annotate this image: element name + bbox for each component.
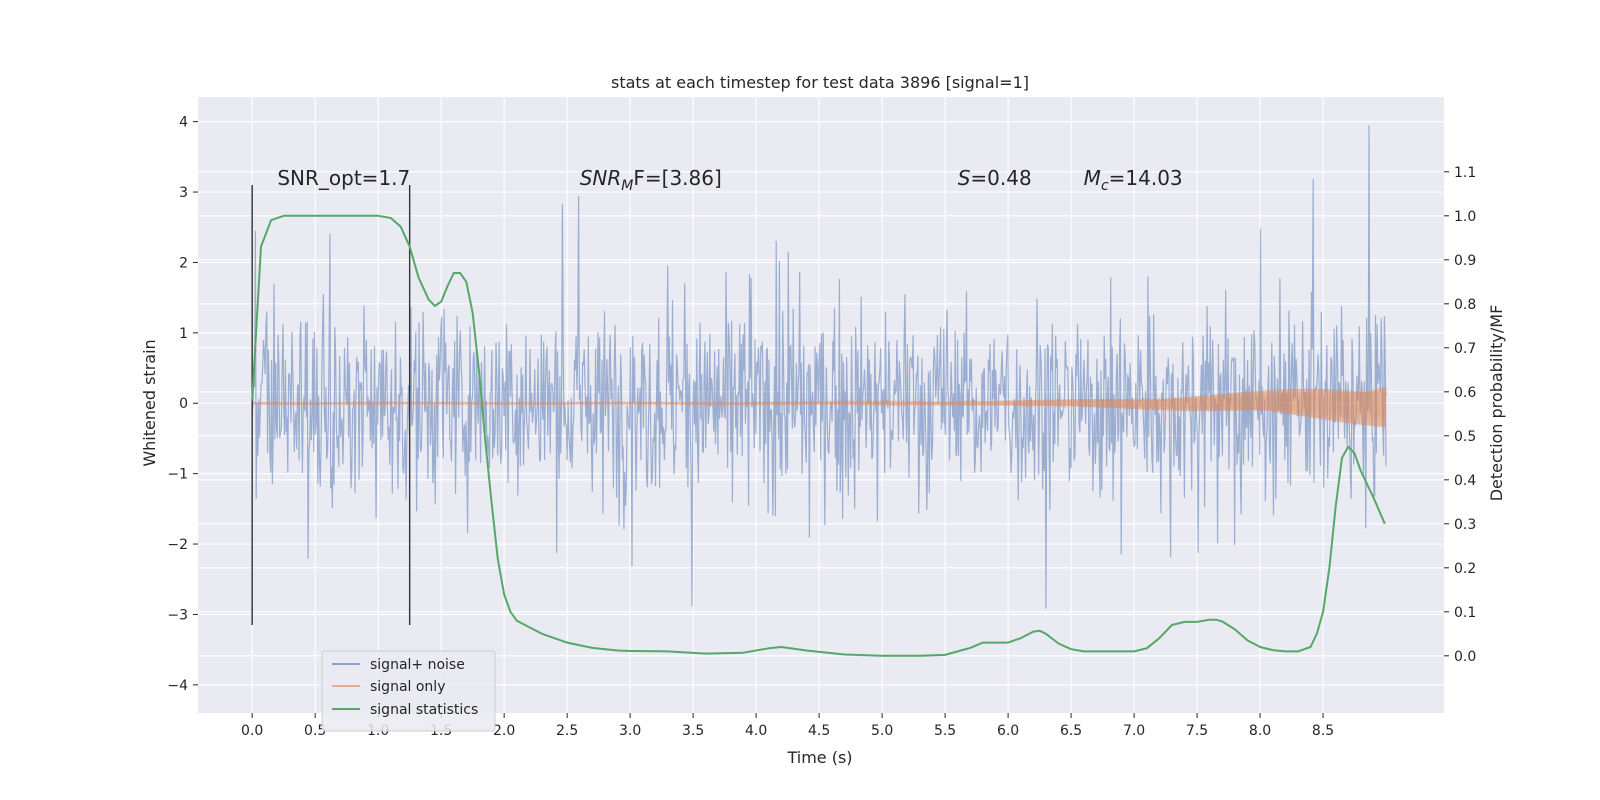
y-tick-label: −3	[167, 607, 188, 623]
x-axis-label: Time (s)	[786, 748, 852, 767]
x-tick-label: 6.5	[1060, 723, 1082, 739]
legend-box	[321, 650, 496, 732]
y2-tick-label: 0.8	[1454, 297, 1476, 313]
x-tick-label: 6.0	[997, 723, 1019, 739]
annotation-subscript: c	[1101, 178, 1109, 194]
vertical-markers	[251, 185, 411, 625]
y-tick-label: 4	[179, 115, 188, 131]
x-tick-label: 3.0	[619, 723, 641, 739]
x-tick-label: 4.0	[745, 723, 767, 739]
y2-tick-label: 0.1	[1454, 605, 1476, 621]
x-tick-label: 7.0	[1123, 723, 1145, 739]
y2-tick-label: 0.2	[1454, 561, 1476, 577]
legend-label-signal-noise: signal+ noise	[370, 657, 465, 673]
y2-tick-label: 1.0	[1454, 209, 1476, 225]
annotation-subscript: M	[621, 178, 633, 194]
chart-title: stats at each timestep for test data 389…	[611, 73, 1029, 92]
annotations: SNR_opt=1.7 SNRMF=[3.86] S=0.48 Mc=14.03	[277, 166, 1182, 194]
x-tick-label: 0.5	[304, 723, 326, 739]
statistics-line	[251, 214, 1386, 657]
x-tick-label: 3.5	[682, 723, 704, 739]
legend-label-signal-only: signal only	[370, 679, 445, 695]
y-tick-label: −4	[167, 678, 188, 694]
signal-trace	[251, 386, 1387, 428]
annotation-text: Mc=14.03	[1084, 166, 1183, 194]
x-tick-label: 0.0	[241, 723, 263, 739]
annotation-text: SNRMF=[3.86]	[580, 166, 722, 194]
x-tick-label: 4.5	[808, 723, 830, 739]
annotation-symbol: S	[958, 166, 971, 190]
x-tick-label: 2.0	[493, 723, 515, 739]
y-axis-ticks: −4 −3 −2 −1 0 1 2 3 4	[167, 115, 198, 694]
y-tick-label: −2	[167, 537, 188, 553]
y2-tick-label: 0.4	[1454, 473, 1476, 489]
legend: signal+ noise signal only signal statist…	[321, 650, 496, 732]
annotation-symbol: M	[1084, 166, 1101, 190]
x-tick-label: 8.5	[1312, 723, 1334, 739]
noise-trace	[251, 125, 1387, 609]
y2-tick-label: 0.6	[1454, 385, 1476, 401]
y2-tick-label: 0.5	[1454, 429, 1476, 445]
x-tick-label: 7.5	[1186, 723, 1208, 739]
y-axis-label: Whitened strain	[140, 339, 159, 466]
x-tick-label: 2.5	[556, 723, 578, 739]
x-tick-label: 5.0	[871, 723, 893, 739]
annotation-value: =14.03	[1109, 166, 1183, 190]
y2-tick-label: 0.0	[1454, 649, 1476, 665]
annotation-text: S=0.48	[958, 166, 1032, 190]
y-tick-label: 2	[179, 255, 188, 271]
x-tick-label: 5.5	[934, 723, 956, 739]
series-signal-noise	[251, 125, 1387, 609]
y-tick-label: 0	[179, 396, 188, 412]
y2-tick-label: 0.9	[1454, 253, 1476, 269]
y2-axis-ticks: 0.0 0.1 0.2 0.3 0.4 0.5 0.6 0.7 0.8 0.9 1.0 1.1	[1444, 165, 1476, 665]
x-tick-label: 8.0	[1249, 723, 1271, 739]
series-signal-only	[251, 386, 1387, 428]
grid	[198, 97, 1444, 713]
y2-tick-label: 1.1	[1454, 165, 1476, 181]
annotation-text: SNR_opt=1.7	[277, 166, 410, 190]
annotation-value: =0.48	[970, 166, 1031, 190]
legend-label-signal-statistics: signal statistics	[370, 702, 478, 718]
y-tick-label: 3	[179, 185, 188, 201]
y2-axis-label: Detection probability/MF	[1487, 305, 1506, 502]
y2-tick-label: 0.7	[1454, 341, 1476, 357]
y-tick-label: 1	[179, 326, 188, 342]
y-tick-label: −1	[167, 467, 188, 483]
annotation-value: F=[3.86]	[633, 166, 721, 190]
annotation-symbol: SNR	[580, 166, 622, 190]
y2-tick-label: 0.3	[1454, 517, 1476, 533]
series-signal-statistics	[251, 214, 1386, 657]
annotation-symbol: SNR_opt=1.7	[277, 166, 410, 190]
